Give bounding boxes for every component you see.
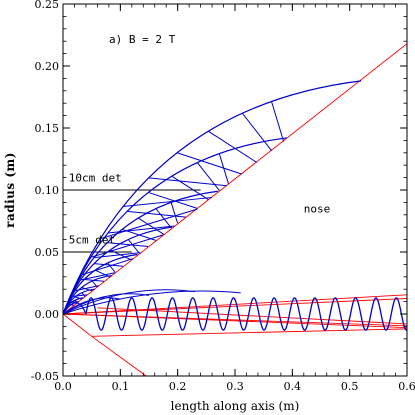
trajectory-branch-1-3 <box>148 191 198 209</box>
x-tick-label-1: 0.1 <box>112 380 130 393</box>
boundary-line-7 <box>63 313 92 337</box>
helix-trajectory <box>85 297 407 331</box>
trajectory-branch-2-2 <box>107 242 149 247</box>
x-tick-label-4: 0.4 <box>284 380 302 393</box>
y-tick-label-6: 0.25 <box>35 0 60 11</box>
boundary-line-6 <box>91 328 407 337</box>
trajectory-branch-3-1 <box>94 263 123 267</box>
x-axis-title: length along axis (m) <box>171 399 300 413</box>
x-tick-label-3: 0.3 <box>226 380 244 393</box>
y-tick-label-0: -0.05 <box>31 370 59 383</box>
detector-lines <box>63 189 201 253</box>
y-tick-label-4: 0.15 <box>35 122 60 135</box>
trajectory-branch-2-4 <box>137 217 164 235</box>
y-tick-label-1: 0.00 <box>35 308 60 321</box>
annotation-nose: nose <box>304 202 331 215</box>
bundle-line-1 <box>63 289 195 315</box>
trajectory-branch-3-2 <box>109 249 132 261</box>
trajectory-branch-0-6 <box>271 101 285 142</box>
boundary-line-5 <box>97 307 407 325</box>
trajectory-branch-6-2 <box>81 292 86 297</box>
helix-entry <box>63 302 87 315</box>
trajectory-branch-1-6 <box>218 153 229 184</box>
trajectory-branch-0-4 <box>208 130 258 163</box>
y-tick-label-5: 0.20 <box>35 60 60 73</box>
trajectory-branch-3-3 <box>127 239 140 254</box>
y-tick-label-2: 0.05 <box>35 246 60 259</box>
trajectory-branch-3-0 <box>80 272 115 281</box>
acceptance-boundaries <box>63 43 407 376</box>
boundary-line-4 <box>63 313 407 327</box>
trajectory-branch-2-6 <box>170 202 179 224</box>
trajectory-branch-0-5 <box>241 112 273 152</box>
trajectory-branch-5-2 <box>91 280 98 288</box>
trajectory-branch-1-4 <box>171 175 209 200</box>
trajectory-branch-0-2 <box>148 177 228 187</box>
boundary-line-8 <box>91 335 147 376</box>
trajectory-branch-0-3 <box>176 152 243 175</box>
trajectory-branch-0-1 <box>123 196 213 207</box>
plot-data <box>63 43 407 376</box>
annotation-5cm-det: 5cm det <box>69 233 115 246</box>
trajectory-branch-1-2 <box>127 210 187 218</box>
boundary-line-3 <box>63 294 407 315</box>
bundle-line-3 <box>63 297 121 315</box>
boundary-line-1 <box>63 298 407 315</box>
trajectory-branch-1-5 <box>196 162 220 192</box>
x-tick-label-2: 0.2 <box>169 380 187 393</box>
y-axis-title: radius (m) <box>3 152 17 228</box>
axis-ticks: 0.0 0.1 0.2 0.3 0.4 0.5 0.6 -0.05 0.00 0.05 0.10 0.… <box>31 0 415 393</box>
trajectories <box>63 80 407 331</box>
annotation-10cm-det: 10cm det <box>69 171 122 184</box>
x-tick-label-0: 0.0 <box>54 380 72 393</box>
bundle-line-2 <box>63 293 150 315</box>
y-tick-label-3: 0.10 <box>35 184 60 197</box>
trajectory-branch-4-3 <box>107 262 116 273</box>
x-tick-label-5: 0.5 <box>341 380 359 393</box>
bundle-line-0 <box>63 290 241 315</box>
trajectory-branch-2-5 <box>155 208 172 229</box>
x-tick-label-6: 0.6 <box>398 380 415 393</box>
trajectory-branch-2-0 <box>82 258 133 276</box>
annotation-title: a) B = 2 T <box>109 33 176 46</box>
boundary-line-0 <box>63 43 407 315</box>
